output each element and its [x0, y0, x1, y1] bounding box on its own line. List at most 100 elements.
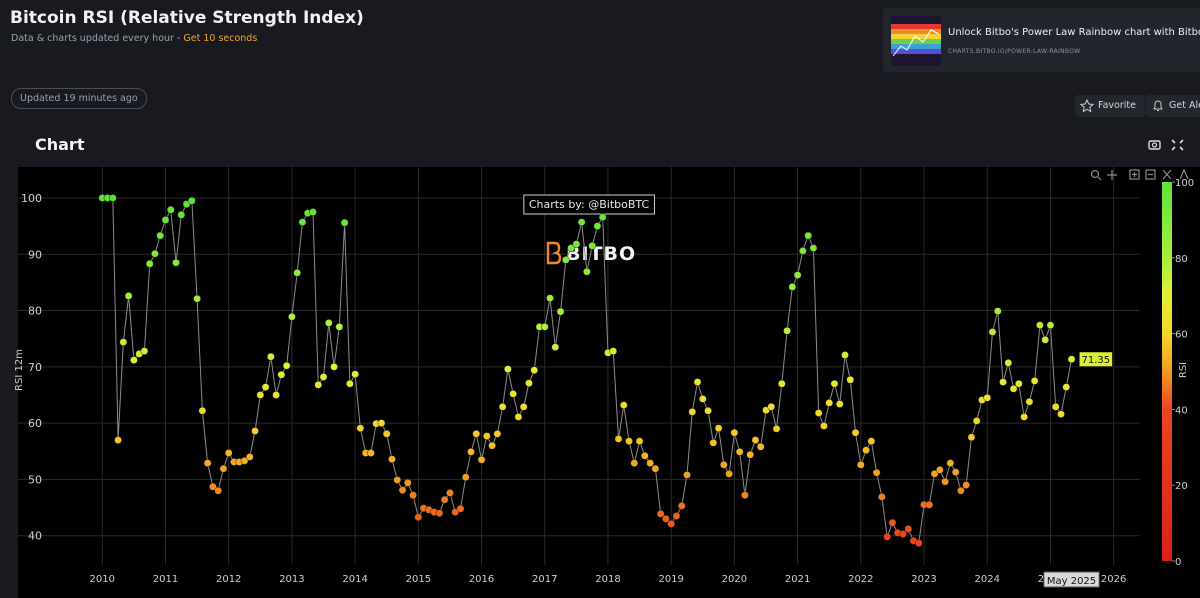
point	[1051, 402, 1060, 411]
point	[914, 539, 923, 547]
point	[993, 307, 1002, 315]
point	[951, 468, 960, 476]
subtitle-link[interactable]: Get 10 seconds	[183, 33, 258, 44]
point	[714, 424, 723, 433]
point	[282, 361, 291, 370]
point	[251, 427, 259, 435]
point	[746, 450, 755, 459]
point	[593, 222, 602, 230]
colorbar-title: RSI	[1178, 362, 1189, 378]
point	[640, 451, 649, 460]
point	[1036, 321, 1044, 330]
point	[693, 378, 702, 386]
x-tick-label: 2021	[785, 574, 810, 585]
annotation: Charts by: @BitboBTC	[529, 198, 650, 211]
point	[140, 347, 149, 355]
point	[245, 453, 254, 461]
point	[456, 504, 465, 513]
point	[946, 459, 955, 467]
x-tick-label: 2013	[279, 574, 304, 585]
x-tick-label: 2023	[911, 574, 936, 585]
point	[878, 493, 886, 501]
point	[298, 218, 307, 227]
point	[319, 373, 328, 381]
point	[756, 442, 765, 451]
point	[583, 267, 591, 276]
point	[698, 395, 707, 403]
point	[767, 402, 776, 411]
point	[777, 379, 786, 388]
point	[114, 436, 122, 444]
point	[972, 417, 981, 425]
point	[1046, 321, 1055, 330]
point	[741, 491, 749, 500]
point	[388, 455, 396, 464]
plot-background	[18, 167, 1200, 598]
point	[156, 231, 165, 240]
point	[540, 323, 549, 331]
colorbar-tick-label: 100	[1175, 178, 1194, 189]
point	[872, 468, 881, 477]
point	[477, 455, 486, 464]
point	[856, 460, 865, 469]
point	[793, 271, 802, 279]
point	[735, 447, 744, 456]
modebar[interactable]	[1090, 168, 1189, 181]
point	[1057, 410, 1065, 418]
point	[862, 446, 870, 455]
point	[288, 312, 296, 321]
point	[772, 424, 781, 433]
point	[967, 433, 976, 442]
chart-actions[interactable]	[1148, 138, 1188, 152]
promo-text[interactable]: Unlock Bitbo's Power Law Rainbow chart w…	[948, 27, 1200, 38]
point	[461, 473, 470, 482]
point	[930, 469, 939, 478]
point	[435, 509, 444, 518]
point	[957, 486, 965, 495]
point	[825, 399, 834, 407]
point	[346, 379, 354, 388]
point	[630, 459, 639, 467]
point	[609, 347, 618, 355]
x-tick-label: 2016	[469, 574, 494, 585]
point	[266, 352, 275, 361]
point	[962, 481, 971, 489]
point	[203, 459, 212, 467]
point	[941, 477, 949, 486]
point	[656, 509, 665, 518]
point	[177, 211, 186, 219]
subtitle: Data & charts updated every hour - Get 10…	[11, 33, 257, 44]
last-value-label: 71.35	[1082, 355, 1111, 366]
point	[414, 513, 423, 521]
point	[519, 402, 528, 411]
point	[493, 429, 502, 438]
page-title: Bitcoin RSI (Relative Strength Index)	[10, 8, 364, 28]
colorbar-tick-label: 60	[1175, 330, 1188, 341]
point	[119, 338, 128, 346]
point	[814, 409, 823, 417]
point	[314, 381, 323, 389]
point	[440, 495, 449, 504]
point	[145, 259, 154, 268]
y-tick-label: 40	[28, 530, 42, 543]
x-tick-label: 2018	[595, 574, 620, 585]
point	[683, 471, 691, 479]
point	[498, 402, 507, 411]
point	[725, 469, 733, 478]
colorbar-tick-label: 0	[1175, 557, 1181, 568]
colorbar-tick-label: 40	[1175, 405, 1188, 416]
favorite-button[interactable]: Favorite	[1075, 95, 1145, 117]
colorbar-tick-label: 80	[1175, 254, 1188, 265]
x-tick-label: 2026	[1101, 574, 1126, 585]
point	[324, 319, 333, 327]
alert-button[interactable]: Get Alerts	[1146, 95, 1200, 117]
point	[172, 258, 180, 267]
point	[482, 432, 491, 440]
point	[567, 244, 575, 252]
point	[677, 502, 686, 510]
point	[788, 283, 797, 291]
y-tick-label: 80	[28, 305, 42, 318]
point	[935, 466, 944, 474]
point	[504, 365, 512, 373]
